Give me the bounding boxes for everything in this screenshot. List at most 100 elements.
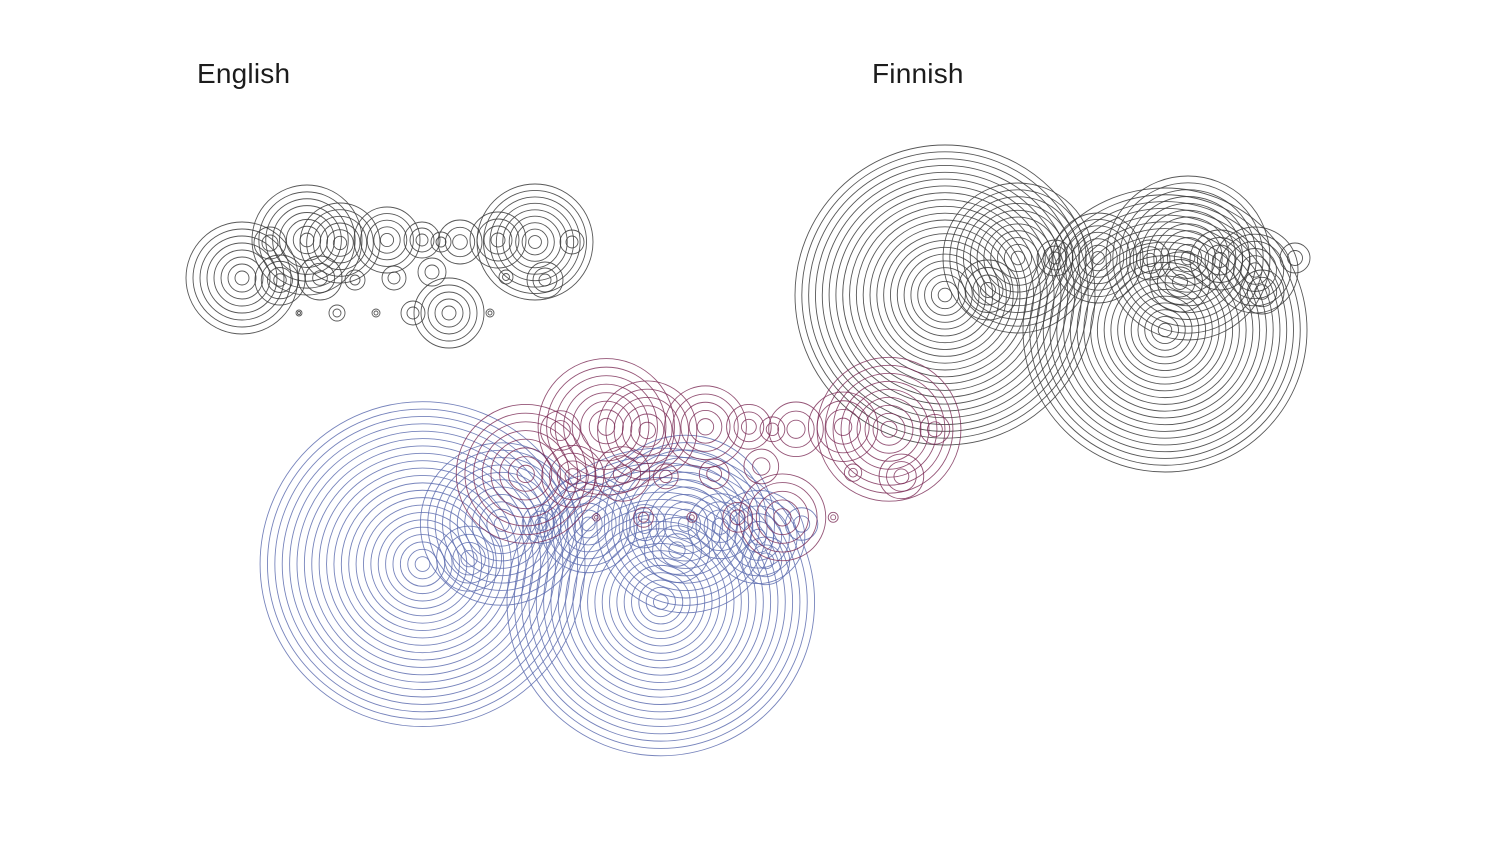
combined-finnish-ring-group-2 [419,442,584,606]
combined-finnish-ring [486,508,517,540]
combined-finnish-ring [355,497,490,632]
combined-finnish-ring [535,477,786,727]
combined-finnish-ring [414,556,431,572]
finnish-ring [1036,239,1074,277]
english-ring [349,274,361,286]
combined-english-ring [473,421,579,527]
finnish-ring [1279,242,1311,274]
combined-finnish-ring [648,486,724,562]
english-ring [490,232,506,248]
combined-english-ring [686,511,698,523]
finnish-ring [1173,243,1203,273]
combined-english-ring [516,464,535,484]
combined-english-ring [726,404,772,450]
finnish-ring [1240,255,1270,285]
english-ring [528,235,542,249]
english-ring [387,271,401,285]
english-ring [485,308,495,318]
english-ring-group-6 [430,231,452,253]
finnish-ring [1130,295,1200,365]
combined-english-ring [630,413,665,448]
english-ring [409,227,435,253]
combined-english-ring [564,468,581,485]
combined-english-ring [672,393,739,460]
combined-finnish-ring [601,542,720,662]
combined-english-ring-group-20 [722,501,754,533]
combined-finnish-ring [296,438,549,691]
english-ring-group-22 [371,308,381,318]
english-ring [265,198,349,282]
finnish-ring [1167,237,1209,279]
finnish-ring-group-13 [1129,239,1171,281]
english-ring-group-16 [417,257,447,287]
finnish-ring [876,226,1014,364]
english-ring-group-4 [353,206,421,274]
combined-english-ring [893,468,910,485]
combined-finnish-ring [623,564,698,640]
combined-finnish-ring [587,528,735,676]
combined-english-ring [571,392,641,462]
combined-finnish-ring [478,501,525,547]
finnish-ring [1048,251,1062,265]
english-ring-group-18 [498,269,514,285]
english-ring [299,202,381,284]
combined-english-ring [880,420,898,438]
combined-finnish-ring [259,401,586,727]
english-ring [206,242,278,314]
finnish-title: Finnish [872,58,964,89]
english-ring [441,305,457,321]
finnish-ring [1146,216,1230,300]
combined-finnish-ring [493,516,510,532]
combined-finnish-layer [259,401,819,757]
combined-finnish-ring [660,533,694,567]
english-ring [373,226,401,254]
combined-finnish-ring [267,408,579,720]
combined-english-ring [612,464,632,484]
combined-finnish-ring [565,506,757,698]
finnish-ring [1110,275,1220,385]
english-ring [332,308,342,318]
combined-english-ring [537,358,675,496]
english-ring [192,228,292,328]
english-ring [258,191,356,289]
finnish-ring [1084,244,1112,272]
combined-english-ring-group-22 [686,511,698,523]
english-ring [267,267,293,293]
combined-finnish-ring [407,548,438,580]
english-ring [292,225,322,255]
english-ring-group-21 [328,304,346,322]
combined-english-layer [455,356,962,562]
english-ring [295,309,303,317]
combined-english-ring-group-7 [768,401,824,458]
finnish-ring [1139,209,1237,307]
english-ring [526,261,564,299]
combined-english-ring [592,513,601,522]
english-ring [253,226,287,260]
finnish-ring [1142,252,1158,268]
combined-english-ring [688,409,723,444]
finnish-ring [821,171,1069,419]
english-ring-group-13 [297,255,343,301]
combined-finnish-ring [638,579,684,625]
combined-english-ring [652,463,679,490]
combined-finnish-ring [363,504,483,624]
english-ring-group-15 [381,265,407,291]
combined-finnish-ring [444,533,494,584]
finnish-ring [910,260,980,330]
finnish-ring [1129,239,1171,281]
combined-finnish-ring [281,423,564,705]
combined-english-ring [755,490,809,544]
finnish-ring [937,287,953,303]
finnish-ring [903,253,987,337]
english-ring [437,219,483,265]
english-title: English [197,58,291,89]
finnish-ring [930,280,960,310]
finnish-ring [1164,266,1196,298]
finnish-ring [956,196,1080,320]
combined-finnish-ring [534,517,549,531]
finnish-ring [1189,229,1251,291]
combined-english-ring [688,514,695,521]
combined-english-ring [664,385,747,469]
combined-english-ring [507,456,544,492]
